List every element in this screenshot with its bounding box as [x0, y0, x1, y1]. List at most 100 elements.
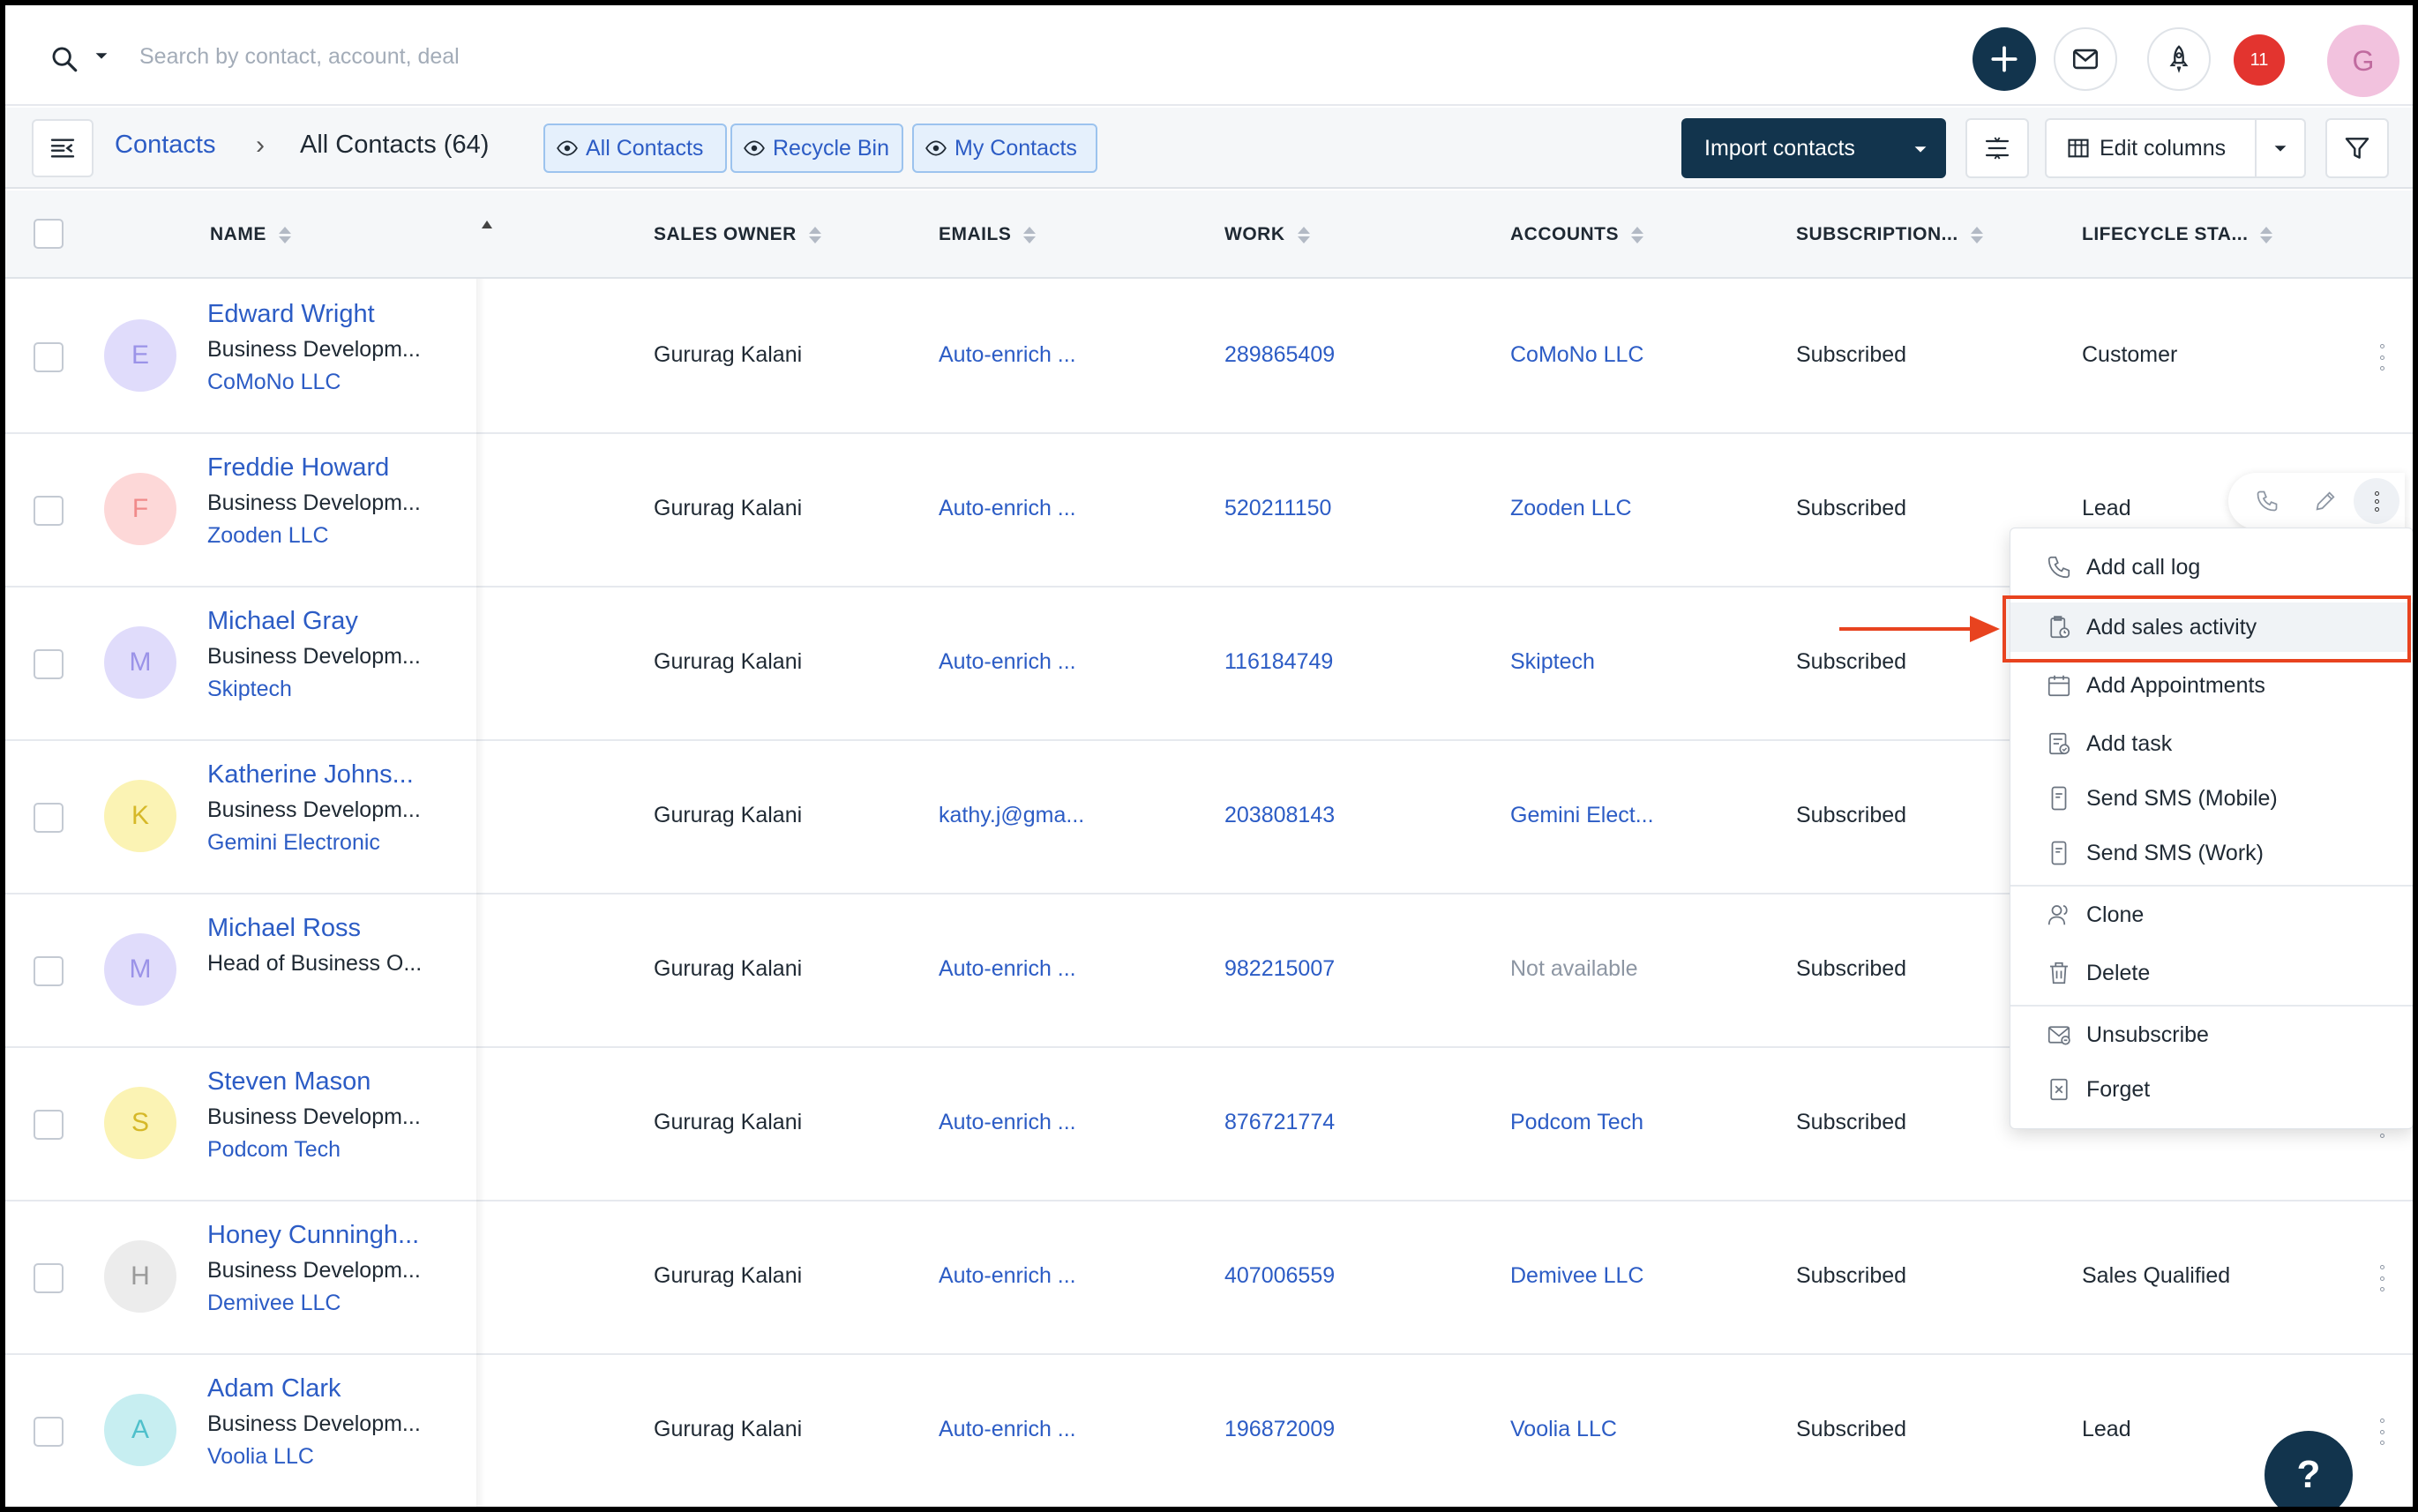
company-link[interactable]: Gemini Electronic	[207, 830, 380, 855]
menu-item-forget[interactable]: Forget	[2010, 1065, 2413, 1114]
table-row[interactable]: F Freddie Howard Business Developm... Zo…	[5, 434, 2413, 588]
column-resize-handle[interactable]	[482, 221, 492, 228]
edit-columns-dropdown[interactable]	[2257, 118, 2306, 178]
company-link[interactable]: Voolia LLC	[207, 1444, 314, 1469]
sort-icon[interactable]	[2260, 226, 2273, 243]
row-checkbox[interactable]	[34, 1110, 64, 1140]
view-chip-my-contacts[interactable]: My Contacts	[912, 124, 1097, 173]
account-cell[interactable]: Zooden LLC	[1510, 496, 1632, 520]
row-checkbox[interactable]	[34, 803, 64, 833]
row-more-options-icon[interactable]	[2377, 344, 2387, 371]
menu-item-delete[interactable]: Delete	[2010, 948, 2413, 998]
account-cell[interactable]: Demivee LLC	[1510, 1263, 1644, 1288]
account-cell[interactable]: Skiptech	[1510, 649, 1595, 674]
contact-name-link[interactable]: Michael Gray	[207, 607, 358, 635]
sort-icon[interactable]	[1297, 226, 1310, 243]
company-link[interactable]: Skiptech	[207, 677, 292, 701]
search-input[interactable]	[139, 37, 933, 76]
sort-icon[interactable]	[1970, 226, 1983, 243]
sidebar-toggle-button[interactable]	[32, 119, 94, 177]
contact-name-link[interactable]: Michael Ross	[207, 914, 362, 942]
row-checkbox[interactable]	[34, 1263, 64, 1293]
work-phone-cell[interactable]: 289865409	[1224, 342, 1336, 367]
help-button[interactable]: ?	[2265, 1431, 2353, 1512]
rocket-button[interactable]	[2147, 27, 2211, 91]
row-checkbox[interactable]	[34, 956, 64, 986]
account-cell[interactable]: Podcom Tech	[1510, 1110, 1644, 1134]
work-phone-cell[interactable]: 876721774	[1224, 1110, 1336, 1134]
email-cell[interactable]: kathy.j@gma...	[939, 803, 1085, 827]
search-icon[interactable]	[49, 44, 79, 74]
work-phone-cell[interactable]: 196872009	[1224, 1417, 1336, 1441]
row-checkbox[interactable]	[34, 649, 64, 679]
select-all-checkbox[interactable]	[34, 219, 64, 249]
email-cell[interactable]: Auto-enrich ...	[939, 496, 1076, 520]
view-chip-recycle-bin[interactable]: Recycle Bin	[730, 124, 903, 173]
sort-icon[interactable]	[1631, 226, 1643, 243]
menu-item-add-appointments[interactable]: Add Appointments	[2010, 661, 2413, 710]
row-checkbox[interactable]	[34, 342, 64, 372]
email-button[interactable]	[2054, 27, 2117, 91]
work-phone-cell[interactable]: 982215007	[1224, 956, 1336, 981]
row-more-options-icon[interactable]	[2377, 1418, 2387, 1445]
row-checkbox[interactable]	[34, 496, 64, 526]
account-cell[interactable]: CoMoNo LLC	[1510, 342, 1644, 367]
menu-item-send-sms-mobile[interactable]: Send SMS (Mobile)	[2010, 774, 2413, 823]
breadcrumb-contacts-link[interactable]: Contacts	[115, 131, 216, 159]
table-row[interactable]: H Honey Cunningh... Business Developm...…	[5, 1201, 2413, 1355]
column-header-work[interactable]: WORK	[1224, 224, 1310, 245]
table-row[interactable]: A Adam Clark Business Developm... Voolia…	[5, 1355, 2413, 1508]
import-dropdown-chevron-icon[interactable]	[1911, 139, 1930, 159]
email-cell[interactable]: Auto-enrich ...	[939, 1417, 1076, 1441]
import-contacts-button[interactable]: Import contacts	[1681, 118, 1946, 178]
email-cell[interactable]: Auto-enrich ...	[939, 1110, 1076, 1134]
work-phone-cell[interactable]: 116184749	[1224, 649, 1334, 674]
chevron-down-icon[interactable]	[92, 46, 111, 65]
menu-item-add-sales-activity[interactable]: Add sales activity	[2010, 603, 2413, 652]
more-options-icon[interactable]	[2354, 478, 2399, 524]
column-header-emails[interactable]: EMAILS	[939, 224, 1037, 245]
filter-button[interactable]	[2325, 118, 2389, 178]
row-checkbox[interactable]	[34, 1417, 64, 1447]
contact-name-link[interactable]: Edward Wright	[207, 300, 375, 328]
view-chip-all-contacts[interactable]: All Contacts	[543, 124, 727, 173]
work-phone-cell[interactable]: 520211150	[1224, 496, 1332, 520]
email-cell[interactable]: Auto-enrich ...	[939, 342, 1076, 367]
phone-icon[interactable]	[2255, 489, 2280, 513]
contact-name-link[interactable]: Adam Clark	[207, 1374, 341, 1403]
company-link[interactable]: Zooden LLC	[207, 523, 329, 548]
contact-name-link[interactable]: Katherine Johns...	[207, 760, 414, 789]
account-cell[interactable]: Voolia LLC	[1510, 1417, 1617, 1441]
edit-columns-button[interactable]: Edit columns	[2045, 118, 2257, 178]
column-header-accounts[interactable]: ACCOUNTS	[1510, 224, 1643, 245]
pencil-icon[interactable]	[2313, 489, 2338, 513]
column-header-sales-owner[interactable]: SALES OWNER	[654, 224, 821, 245]
sort-icon[interactable]	[808, 226, 821, 243]
menu-item-add-task[interactable]: Add task	[2010, 719, 2413, 768]
column-header-name[interactable]: NAME	[210, 224, 291, 245]
column-header-subscription[interactable]: SUBSCRIPTION...	[1796, 224, 1983, 245]
contact-name-link[interactable]: Freddie Howard	[207, 453, 390, 482]
company-link[interactable]: CoMoNo LLC	[207, 370, 341, 394]
table-row[interactable]: E Edward Wright Business Developm... CoM…	[5, 281, 2413, 434]
sort-icon[interactable]	[1023, 226, 1037, 243]
list-options-button[interactable]	[1965, 118, 2029, 178]
add-button[interactable]	[1973, 27, 2036, 91]
sort-icon[interactable]	[278, 226, 291, 243]
menu-item-add-call-log[interactable]: Add call log	[2010, 543, 2413, 592]
menu-item-send-sms-work[interactable]: Send SMS (Work)	[2010, 828, 2413, 878]
user-avatar[interactable]: G	[2327, 25, 2399, 97]
work-phone-cell[interactable]: 407006559	[1224, 1263, 1336, 1288]
email-cell[interactable]: Auto-enrich ...	[939, 1263, 1076, 1288]
menu-item-unsubscribe[interactable]: Unsubscribe	[2010, 1010, 2413, 1059]
column-header-lifecycle-stage[interactable]: LIFECYCLE STA...	[2082, 224, 2273, 245]
menu-item-clone[interactable]: Clone	[2010, 890, 2413, 939]
work-phone-cell[interactable]: 203808143	[1224, 803, 1336, 827]
email-cell[interactable]: Auto-enrich ...	[939, 649, 1076, 674]
row-more-options-icon[interactable]	[2377, 1265, 2387, 1291]
email-cell[interactable]: Auto-enrich ...	[939, 956, 1076, 981]
company-link[interactable]: Podcom Tech	[207, 1137, 341, 1162]
notification-badge[interactable]: 11	[2234, 34, 2285, 86]
account-cell[interactable]: Gemini Elect...	[1510, 803, 1654, 827]
contact-name-link[interactable]: Honey Cunningh...	[207, 1221, 420, 1249]
